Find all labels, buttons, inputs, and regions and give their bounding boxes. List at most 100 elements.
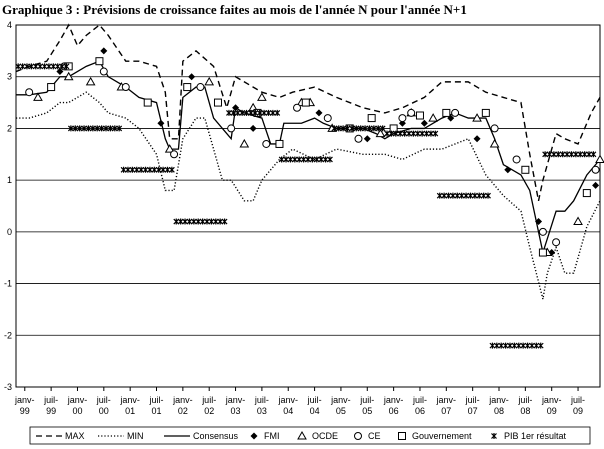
- marker-square: [143, 98, 152, 107]
- marker-star: [467, 192, 474, 199]
- x-tick-label: juil-07: [465, 395, 480, 416]
- marker-star: [111, 125, 118, 132]
- marker-circle: [490, 124, 499, 133]
- pib-row: [542, 151, 597, 158]
- x-tick-label: janv-05: [330, 395, 351, 416]
- x-tick-label: janv-09: [541, 395, 562, 416]
- marker-star: [335, 125, 342, 132]
- y-tick-label: 3: [7, 72, 12, 82]
- marker-star: [305, 156, 311, 163]
- marker-star: [129, 166, 136, 173]
- marker-diamond: [363, 135, 371, 143]
- marker-star: [550, 151, 557, 158]
- marker-star: [445, 192, 452, 199]
- y-tick-label: 0: [7, 227, 12, 237]
- marker-star: [401, 130, 408, 137]
- marker-square: [47, 83, 56, 92]
- marker-star: [322, 156, 329, 163]
- pib-row: [384, 130, 439, 137]
- x-tick-label: janv-01: [119, 395, 140, 416]
- pib-row: [278, 156, 333, 163]
- marker-circle: [262, 139, 271, 148]
- marker-star: [491, 433, 497, 439]
- marker-star: [546, 151, 553, 158]
- marker-star: [24, 63, 30, 70]
- x-tick-label: juil-04: [307, 395, 322, 416]
- marker-star: [208, 218, 215, 225]
- marker-star: [419, 130, 426, 137]
- marker-star: [476, 192, 483, 199]
- y-tick-label: -1: [4, 279, 12, 289]
- marker-star: [199, 218, 206, 225]
- marker-diamond: [157, 119, 165, 127]
- marker-star: [234, 109, 241, 116]
- marker-square: [64, 62, 73, 71]
- marker-star: [94, 125, 101, 132]
- marker-star: [72, 125, 79, 132]
- marker-triangle: [63, 71, 74, 81]
- legend-label: MIN: [127, 431, 144, 441]
- marker-circle: [451, 108, 460, 117]
- marker-circle: [121, 83, 130, 92]
- marker-star: [357, 125, 364, 132]
- marker-triangle: [428, 113, 439, 122]
- marker-star: [498, 342, 505, 349]
- marker-square: [367, 114, 376, 123]
- marker-star: [269, 109, 276, 116]
- marker-diamond: [420, 119, 428, 127]
- marker-star: [590, 151, 597, 158]
- marker-triangle: [257, 92, 267, 101]
- marker-star: [204, 218, 210, 225]
- marker-circle: [196, 83, 205, 92]
- marker-star: [300, 156, 307, 163]
- y-tick-label: 2: [7, 123, 12, 133]
- marker-star: [436, 192, 443, 199]
- marker-star: [212, 218, 219, 225]
- marker-star: [348, 125, 355, 132]
- marker-diamond: [249, 124, 257, 132]
- marker-circle: [25, 88, 34, 97]
- pib-row: [436, 192, 491, 199]
- marker-star: [379, 125, 386, 132]
- marker-square: [345, 124, 354, 133]
- marker-star: [278, 156, 285, 163]
- marker-star: [559, 151, 566, 158]
- legend-label: CE: [368, 431, 381, 441]
- marker-triangle: [297, 430, 307, 440]
- marker-star: [116, 125, 123, 132]
- marker-star: [507, 342, 513, 349]
- marker-star: [291, 156, 298, 163]
- marker-square: [415, 111, 424, 120]
- x-tick-label: juil-03: [254, 395, 269, 416]
- marker-star: [173, 218, 180, 225]
- marker-diamond: [232, 104, 240, 112]
- marker-star: [63, 63, 70, 70]
- marker-star: [515, 342, 522, 349]
- marker-star: [480, 192, 487, 199]
- marker-star: [432, 130, 439, 137]
- x-tick-label: juil-05: [359, 395, 374, 416]
- marker-star: [168, 166, 175, 173]
- marker-star: [41, 63, 48, 70]
- legend-label: PIB 1er résultat: [504, 431, 567, 441]
- x-tick-label: janv-00: [67, 395, 88, 416]
- pib-row: [67, 125, 123, 132]
- x-tick-label: janv-06: [383, 395, 404, 416]
- marker-star: [463, 192, 469, 199]
- marker-triangle: [573, 216, 583, 226]
- marker-star: [397, 130, 404, 137]
- x-tick-label: juil-09: [570, 395, 585, 416]
- marker-star: [182, 218, 188, 225]
- x-tick-label: juil-06: [412, 395, 427, 416]
- marker-circle: [323, 114, 332, 123]
- series-line: [15, 23, 601, 201]
- legend-label: Gouvernement: [412, 431, 472, 441]
- marker-triangle: [375, 128, 386, 138]
- marker-star: [458, 192, 465, 199]
- marker-triangle: [489, 138, 500, 148]
- marker-star: [572, 151, 579, 158]
- marker-diamond: [250, 432, 258, 440]
- marker-star: [46, 63, 52, 70]
